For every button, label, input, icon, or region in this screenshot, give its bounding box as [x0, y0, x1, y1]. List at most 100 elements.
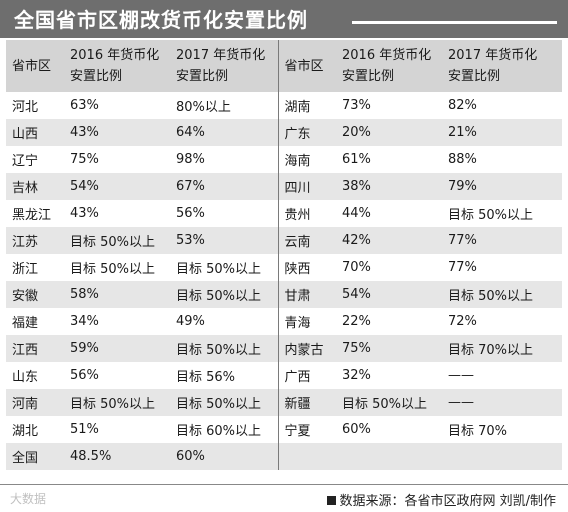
cell-province-left: 湖北: [6, 416, 64, 443]
table-row: 辽宁 75% 98% 海南 61% 88%: [6, 146, 562, 173]
cell-2017-left: 80%以上: [170, 92, 279, 119]
table-row: 山东 56% 目标 56% 广西 32% ——: [6, 362, 562, 389]
cell-province-right: 甘肃: [278, 281, 336, 308]
cell-province-left: 江西: [6, 335, 64, 362]
cell-2017-left: 目标 56%: [170, 362, 279, 389]
cell-2017-right: 77%: [442, 227, 562, 254]
watermark-logo: 大数据: [10, 492, 47, 506]
cell-province-right: [278, 443, 336, 470]
table-row: 河南 目标 50%以上 目标 50%以上 新疆 目标 50%以上 ——: [6, 389, 562, 416]
cell-2017-right: [442, 443, 562, 470]
cell-province-left: 河南: [6, 389, 64, 416]
cell-province-left: 安徽: [6, 281, 64, 308]
cell-2017-right: 目标 70%以上: [442, 335, 562, 362]
header-2017-right: 2017 年货币化 安置比例: [442, 40, 562, 92]
cell-2017-right: 79%: [442, 173, 562, 200]
cell-province-right: 贵州: [278, 200, 336, 227]
title-decoration-line: [352, 21, 557, 24]
table-row: 全国 48.5% 60%: [6, 443, 562, 470]
source-text: 数据来源：各省市区政府网 刘凯/制作: [339, 494, 556, 509]
cell-2017-right: 21%: [442, 119, 562, 146]
cell-province-right: 陕西: [278, 254, 336, 281]
cell-2017-right: ——: [442, 362, 562, 389]
header-province-right: 省市区: [278, 40, 336, 92]
cell-2016-right: 54%: [336, 281, 442, 308]
table-row: 江西 59% 目标 50%以上 内蒙古 75% 目标 70%以上: [6, 335, 562, 362]
source-note: 数据来源：各省市区政府网 刘凯/制作: [327, 490, 556, 509]
cell-province-left: 江苏: [6, 227, 64, 254]
cell-2016-left: 目标 50%以上: [64, 227, 170, 254]
cell-province-left: 黑龙江: [6, 200, 64, 227]
header-2016-right: 2016 年货币化 安置比例: [336, 40, 442, 92]
header-2016-line1: 2016 年货币化: [70, 48, 160, 63]
cell-province-left: 辽宁: [6, 146, 64, 173]
table-row: 山西 43% 64% 广东 20% 21%: [6, 119, 562, 146]
cell-2017-left: 目标 60%以上: [170, 416, 279, 443]
cell-2016-right: 32%: [336, 362, 442, 389]
cell-2016-left: 34%: [64, 308, 170, 335]
cell-2017-left: 56%: [170, 200, 279, 227]
header-2017-line2: 安置比例: [448, 69, 501, 84]
cell-2017-left: 64%: [170, 119, 279, 146]
data-table: 省市区 2016 年货币化 安置比例 2017 年货币化 安置比例 省市区 20…: [6, 40, 562, 470]
cell-2016-left: 56%: [64, 362, 170, 389]
cell-province-right: 广西: [278, 362, 336, 389]
cell-2016-left: 59%: [64, 335, 170, 362]
cell-province-left: 全国: [6, 443, 64, 470]
cell-2016-left: 58%: [64, 281, 170, 308]
cell-province-right: 新疆: [278, 389, 336, 416]
cell-2016-right: 22%: [336, 308, 442, 335]
cell-2017-left: 60%: [170, 443, 279, 470]
cell-2017-right: 72%: [442, 308, 562, 335]
cell-province-left: 吉林: [6, 173, 64, 200]
cell-2017-right: 目标 70%: [442, 416, 562, 443]
square-bullet-icon: [327, 496, 337, 505]
cell-2016-left: 48.5%: [64, 443, 170, 470]
cell-2017-left: 目标 50%以上: [170, 254, 279, 281]
cell-2016-right: 44%: [336, 200, 442, 227]
cell-province-right: 宁夏: [278, 416, 336, 443]
table-row: 吉林 54% 67% 四川 38% 79%: [6, 173, 562, 200]
table-row: 江苏 目标 50%以上 53% 云南 42% 77%: [6, 227, 562, 254]
table-row: 安徽 58% 目标 50%以上 甘肃 54% 目标 50%以上: [6, 281, 562, 308]
cell-2016-right: 75%: [336, 335, 442, 362]
cell-province-left: 福建: [6, 308, 64, 335]
cell-2016-left: 目标 50%以上: [64, 389, 170, 416]
header-2017-line1: 2017 年货币化: [448, 48, 538, 63]
cell-2017-left: 目标 50%以上: [170, 335, 279, 362]
header-2017-left: 2017 年货币化 安置比例: [170, 40, 279, 92]
header-2016-line2: 安置比例: [342, 69, 395, 84]
table-row: 浙江 目标 50%以上 目标 50%以上 陕西 70% 77%: [6, 254, 562, 281]
cell-2017-left: 目标 50%以上: [170, 281, 279, 308]
cell-2016-right: 60%: [336, 416, 442, 443]
cell-2016-right: 73%: [336, 92, 442, 119]
cell-2016-right: 70%: [336, 254, 442, 281]
cell-province-left: 山西: [6, 119, 64, 146]
table-row: 福建 34% 49% 青海 22% 72%: [6, 308, 562, 335]
cell-province-right: 内蒙古: [278, 335, 336, 362]
cell-2016-left: 43%: [64, 200, 170, 227]
cell-2016-right: 42%: [336, 227, 442, 254]
cell-2016-right: [336, 443, 442, 470]
cell-2016-right: 20%: [336, 119, 442, 146]
cell-2016-left: 43%: [64, 119, 170, 146]
table-header-row: 省市区 2016 年货币化 安置比例 2017 年货币化 安置比例 省市区 20…: [6, 40, 562, 92]
cell-2016-left: 75%: [64, 146, 170, 173]
cell-province-left: 浙江: [6, 254, 64, 281]
cell-2017-right: 82%: [442, 92, 562, 119]
header-2016-line2: 安置比例: [70, 69, 123, 84]
cell-province-right: 云南: [278, 227, 336, 254]
cell-province-left: 河北: [6, 92, 64, 119]
cell-province-right: 四川: [278, 173, 336, 200]
cell-province-right: 湖南: [278, 92, 336, 119]
data-table-container: 省市区 2016 年货币化 安置比例 2017 年货币化 安置比例 省市区 20…: [6, 40, 562, 470]
cell-2016-left: 54%: [64, 173, 170, 200]
cell-2016-left: 63%: [64, 92, 170, 119]
cell-2017-right: 目标 50%以上: [442, 281, 562, 308]
table-row: 湖北 51% 目标 60%以上 宁夏 60% 目标 70%: [6, 416, 562, 443]
header-province-left: 省市区: [6, 40, 64, 92]
cell-province-left: 山东: [6, 362, 64, 389]
cell-2017-left: 49%: [170, 308, 279, 335]
cell-2017-right: 77%: [442, 254, 562, 281]
table-body: 河北 63% 80%以上 湖南 73% 82% 山西 43% 64% 广东 20% 21% 辽宁 75% 9…: [6, 92, 562, 470]
